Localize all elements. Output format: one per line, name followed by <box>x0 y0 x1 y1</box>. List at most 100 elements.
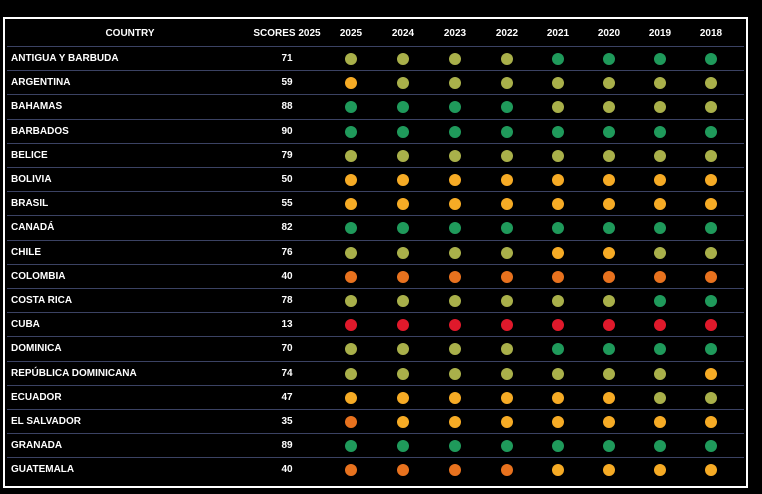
row-divider <box>7 288 744 289</box>
status-dot <box>449 367 461 380</box>
score: 47 <box>281 391 293 403</box>
status-dot <box>397 198 409 211</box>
status-dot <box>449 270 461 283</box>
status-dot <box>603 416 615 428</box>
status-dot <box>449 53 461 65</box>
status-dot <box>552 53 564 65</box>
country: BOLIVIA <box>11 174 52 185</box>
score: 13 <box>281 319 293 331</box>
country: EL SALVADOR <box>11 416 82 427</box>
column-header: SCORES 2025 <box>253 28 321 39</box>
status-dot <box>345 198 357 211</box>
status-dot <box>552 174 564 186</box>
status-dot <box>345 295 357 307</box>
status-dot <box>449 246 461 259</box>
status-dot <box>449 319 461 332</box>
status-dot <box>552 101 564 114</box>
status-dot <box>345 319 357 332</box>
status-dot <box>552 416 564 428</box>
row-divider <box>7 263 744 265</box>
status-dot <box>449 101 461 114</box>
row-divider <box>7 70 744 72</box>
score: 70 <box>281 343 293 355</box>
status-dot <box>654 53 666 65</box>
status-dot <box>501 77 513 90</box>
status-dot <box>705 367 717 380</box>
status-dot <box>345 464 357 477</box>
table: COUNTRY SCORES 2025 2025 2024 2023 2022 2021 20… <box>3 17 748 488</box>
score: 79 <box>281 149 293 161</box>
status-dot <box>705 343 717 356</box>
status-dot <box>705 295 717 307</box>
status-dot <box>654 319 666 332</box>
row-divider <box>7 118 744 120</box>
status-dot <box>345 416 357 428</box>
row-divider <box>7 457 744 459</box>
status-dot <box>552 246 564 259</box>
score: 89 <box>281 440 293 452</box>
status-dot <box>603 125 615 138</box>
row-divider <box>7 191 744 193</box>
status-dot <box>501 149 513 162</box>
status-dot <box>603 101 615 114</box>
status-dot <box>501 174 513 186</box>
row-divider <box>7 360 744 362</box>
country: COSTA RICA <box>11 295 73 306</box>
status-dot <box>552 222 564 235</box>
status-dot <box>705 246 717 259</box>
status-dot <box>654 125 666 138</box>
status-dot <box>654 246 666 259</box>
status-dot <box>654 149 666 162</box>
status-dot <box>705 125 717 138</box>
status-dot <box>449 222 461 235</box>
status-dot <box>501 53 513 65</box>
row-divider <box>7 312 744 314</box>
country: GUATEMALA <box>11 464 75 476</box>
status-dot <box>345 125 357 138</box>
country: BRASIL <box>11 198 49 210</box>
status-dot <box>654 416 666 428</box>
country: DOMINICA <box>11 343 62 355</box>
status-dot <box>397 125 409 138</box>
status-dot <box>705 440 717 453</box>
score: 74 <box>281 367 293 379</box>
status-dot <box>603 149 615 162</box>
column-header: 2023 <box>443 28 467 39</box>
score: 82 <box>281 222 293 234</box>
status-dot <box>603 53 615 65</box>
status-dot <box>501 416 513 428</box>
status-dot <box>603 174 615 186</box>
status-dot <box>449 77 461 90</box>
status-dot <box>654 174 666 186</box>
row-divider <box>7 384 744 386</box>
status-dot <box>449 343 461 356</box>
status-dot <box>345 77 357 90</box>
status-dot <box>397 174 409 186</box>
status-dot <box>705 270 717 283</box>
status-dot <box>397 440 409 453</box>
status-dot <box>501 222 513 235</box>
status-dot <box>449 125 461 138</box>
row-divider <box>7 94 744 96</box>
status-dot <box>603 295 615 307</box>
status-dot <box>397 246 409 259</box>
row-divider <box>7 409 744 410</box>
status-dot <box>654 101 666 114</box>
row-divider <box>7 336 744 338</box>
status-dot <box>501 198 513 211</box>
status-dot <box>501 101 513 114</box>
status-dot <box>397 101 409 114</box>
status-dot <box>449 416 461 428</box>
status-dot <box>345 367 357 380</box>
status-dot <box>345 101 357 114</box>
status-dot <box>345 149 357 162</box>
status-dot <box>654 222 666 235</box>
status-dot <box>705 464 717 477</box>
row-divider <box>7 433 744 435</box>
country: CHILE <box>11 246 41 258</box>
status-dot <box>603 319 615 332</box>
status-dot <box>345 246 357 259</box>
status-dot <box>397 149 409 162</box>
status-dot <box>552 440 564 453</box>
